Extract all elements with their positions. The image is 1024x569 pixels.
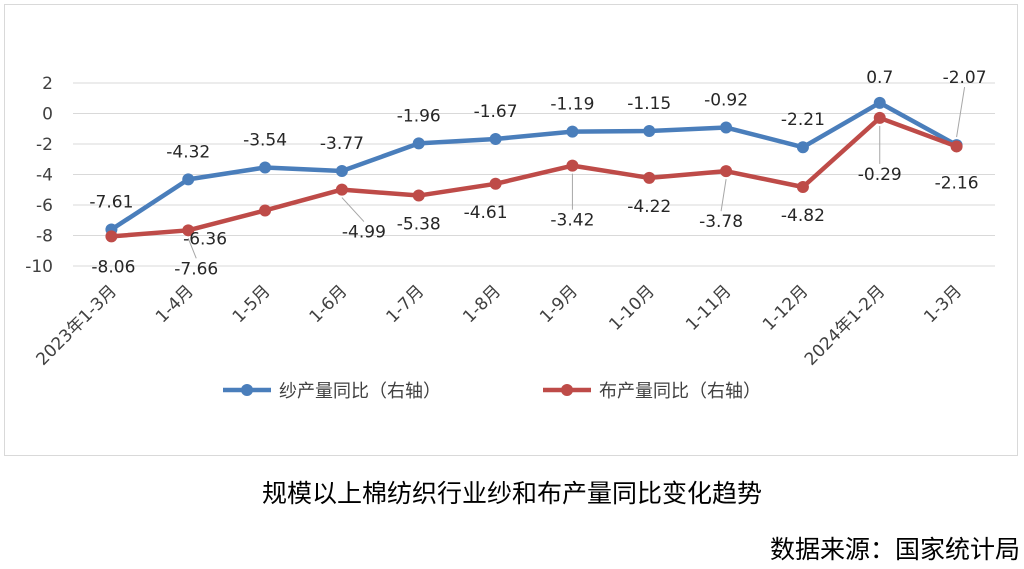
x-tick-label: 1-10月 xyxy=(605,281,658,334)
leader-line xyxy=(187,238,197,259)
x-tick-label: 1-8月 xyxy=(459,281,505,327)
legend-item: 布产量同比（右轴） xyxy=(543,381,761,402)
x-tick-label: 1-4月 xyxy=(152,281,198,327)
y-tick-label: 0 xyxy=(42,105,53,125)
legend-label: 布产量同比（右轴） xyxy=(599,381,761,402)
data-point xyxy=(566,125,579,138)
data-point xyxy=(489,132,502,145)
series-line xyxy=(110,100,958,232)
data-point xyxy=(566,159,579,172)
data-label: -2.16 xyxy=(935,173,979,193)
legend-item: 纱产量同比（右轴） xyxy=(223,381,441,402)
data-label: -4.61 xyxy=(464,203,508,223)
x-tick-label: 2024年1-2月 xyxy=(801,281,889,369)
y-tick-label: -4 xyxy=(36,166,53,186)
data-point xyxy=(335,183,348,196)
data-label: -1.67 xyxy=(474,102,518,122)
data-point xyxy=(105,230,118,243)
data-point xyxy=(643,171,656,184)
data-label: -1.15 xyxy=(627,94,671,114)
chart-caption-title: 规模以上棉纺织行业纱和布产量同比变化趋势 xyxy=(261,479,762,508)
y-tick-label: -10 xyxy=(25,257,53,277)
data-label: -1.19 xyxy=(550,95,594,115)
leader-line xyxy=(341,197,365,222)
data-label: -7.66 xyxy=(174,259,218,279)
data-point xyxy=(259,161,272,174)
legend-swatch-marker xyxy=(241,384,253,396)
line-chart: 2 0 -2 -4 -6 -8 -10 2023年1-3月 1-4月 1-5月 1-6月 1-7月 1… xyxy=(25,68,995,402)
data-point xyxy=(950,140,963,153)
data-point xyxy=(873,96,886,109)
data-label: -4.82 xyxy=(781,206,825,226)
data-label: -6.36 xyxy=(183,229,227,249)
data-point xyxy=(412,137,425,150)
data-point xyxy=(489,177,502,190)
x-tick-label: 1-5月 xyxy=(229,281,275,327)
x-tick-label: 1-3月 xyxy=(920,281,966,327)
data-label: -3.42 xyxy=(550,211,594,231)
data-label: -3.54 xyxy=(243,130,287,150)
x-tick-label: 1-6月 xyxy=(306,281,352,327)
y-tick-label: -8 xyxy=(36,227,53,247)
data-point xyxy=(720,165,733,178)
series-yarn xyxy=(105,96,963,236)
x-tick-label: 2023年1-3月 xyxy=(33,281,121,369)
data-label: -8.06 xyxy=(91,257,135,277)
data-point xyxy=(412,189,425,202)
x-tick-label: 1-9月 xyxy=(536,281,582,327)
y-tick-label: -6 xyxy=(36,196,53,216)
data-label: -1.96 xyxy=(397,106,441,126)
data-label: -2.21 xyxy=(781,110,825,130)
series-line xyxy=(111,115,958,239)
data-label: -3.78 xyxy=(699,212,743,232)
chart-area: 2 0 -2 -4 -6 -8 -10 2023年1-3月 1-4月 1-5月 1-6月 1-7月 1… xyxy=(4,4,1018,456)
leader-line xyxy=(720,179,727,212)
y-tick-label: 2 xyxy=(42,74,53,94)
chart-caption-source: 数据来源：国家统计局 xyxy=(769,535,1020,564)
x-tick-label: 1-11月 xyxy=(682,281,735,334)
series-layer xyxy=(105,96,963,243)
series-cloth xyxy=(105,111,963,243)
data-point xyxy=(182,224,195,237)
y-axis-ticks: 2 0 -2 -4 -6 -8 -10 xyxy=(25,74,53,277)
data-label: 0.7 xyxy=(866,68,893,88)
data-point xyxy=(796,141,809,154)
legend-label: 纱产量同比（右轴） xyxy=(279,381,441,402)
data-label: -7.61 xyxy=(89,193,133,213)
legend-swatch-marker xyxy=(561,384,573,396)
legend: 纱产量同比（右轴） 布产量同比（右轴） xyxy=(223,381,761,402)
data-point xyxy=(182,173,195,186)
data-label: -3.77 xyxy=(320,134,364,154)
data-label: -2.07 xyxy=(943,68,987,88)
data-point xyxy=(643,125,656,138)
data-labels: -7.61 -4.32 -3.54 -3.77 -1.96 -1.67 -1.19 -1.15… xyxy=(89,68,986,279)
x-tick-label: 1-7月 xyxy=(382,281,428,327)
data-point xyxy=(335,164,348,177)
data-label: -0.92 xyxy=(704,91,748,111)
data-label: -4.99 xyxy=(342,223,386,243)
data-point xyxy=(873,111,886,124)
data-point xyxy=(720,121,733,134)
data-label: -4.32 xyxy=(166,142,210,162)
data-point xyxy=(259,204,272,217)
data-label: -4.22 xyxy=(627,197,671,217)
data-label: -5.38 xyxy=(397,215,441,235)
x-axis-ticks: 2023年1-3月 1-4月 1-5月 1-6月 1-7月 1-8月 1-9月 1-10月 1-… xyxy=(33,281,967,369)
y-tick-label: -2 xyxy=(36,135,53,155)
x-tick-label: 1-12月 xyxy=(759,281,812,334)
leader-line xyxy=(956,86,966,138)
data-point xyxy=(796,181,809,194)
data-label: -0.29 xyxy=(858,165,902,185)
